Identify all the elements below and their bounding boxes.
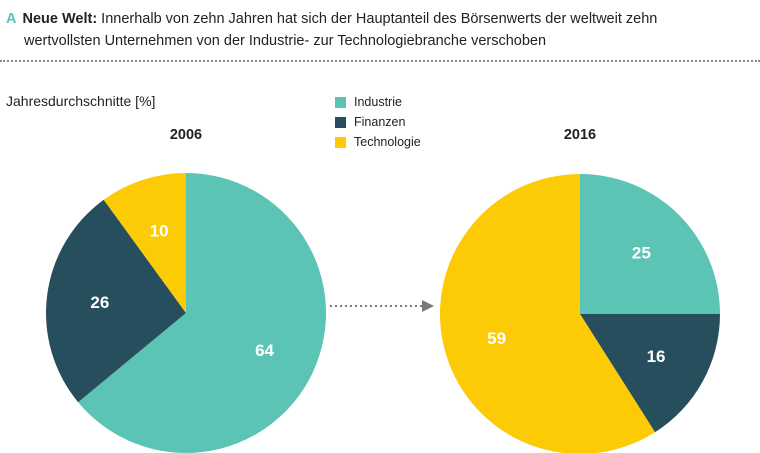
chart-header: A Neue Welt: Innerhalb von zehn Jahren ha…: [6, 8, 754, 52]
legend-swatch-industrie: [335, 96, 346, 108]
pie-title-2016: 2016: [563, 127, 597, 143]
legend-item-finanzen: Finanzen: [335, 113, 421, 131]
legend-swatch-finanzen: [335, 116, 346, 128]
pie-2016-slice-finanzen: [580, 314, 720, 433]
legend-label-technologie: Technologie: [354, 135, 421, 149]
legend-item-technologie: Technologie: [335, 133, 421, 151]
pie-2016-label-finanzen: 16: [647, 347, 666, 366]
pie-2006: 64 26 10: [46, 173, 326, 453]
pie-2016-slice-industrie: [580, 174, 720, 314]
legend-item-industrie: Industrie: [335, 93, 421, 111]
header-line-1: A Neue Welt: Innerhalb von zehn Jahren ha…: [6, 8, 754, 30]
header-line-2: wertvollsten Unternehmen von der Industr…: [24, 33, 547, 49]
legend-label-industrie: Industrie: [354, 95, 402, 109]
arrow-head: [422, 300, 434, 312]
pie-2006-label-industrie: 64: [255, 341, 274, 360]
pie-2016-label-technologie: 59: [487, 329, 506, 348]
chart-subtitle: Jahresdurchschnitte [%]: [6, 93, 156, 109]
panel-letter: A: [6, 11, 17, 27]
legend: Industrie Finanzen Technologie: [335, 93, 421, 153]
pie-2006-slice-technologie: [103, 173, 186, 313]
pie-2006-slice-finanzen: [46, 199, 187, 403]
legend-label-finanzen: Finanzen: [354, 115, 406, 129]
pie-2006-label-technologie: 10: [150, 221, 169, 240]
pie-2006-label-finanzen: 26: [90, 293, 109, 312]
transition-arrow: [330, 300, 434, 312]
pie-title-2006: 2006: [169, 127, 203, 143]
header-lead: Neue Welt:: [22, 11, 98, 27]
header-text: Innerhalb von zehn Jahren hat sich der H…: [97, 11, 658, 27]
pie-2006-slice-industrie: [78, 173, 326, 453]
pie-2016-label-industrie: 25: [632, 244, 651, 263]
pie-2016: 25 16 59: [440, 174, 720, 453]
pie-2016-slice-technologie: [440, 174, 656, 453]
legend-swatch-technologie: [335, 136, 346, 148]
dotted-divider: [0, 60, 760, 62]
